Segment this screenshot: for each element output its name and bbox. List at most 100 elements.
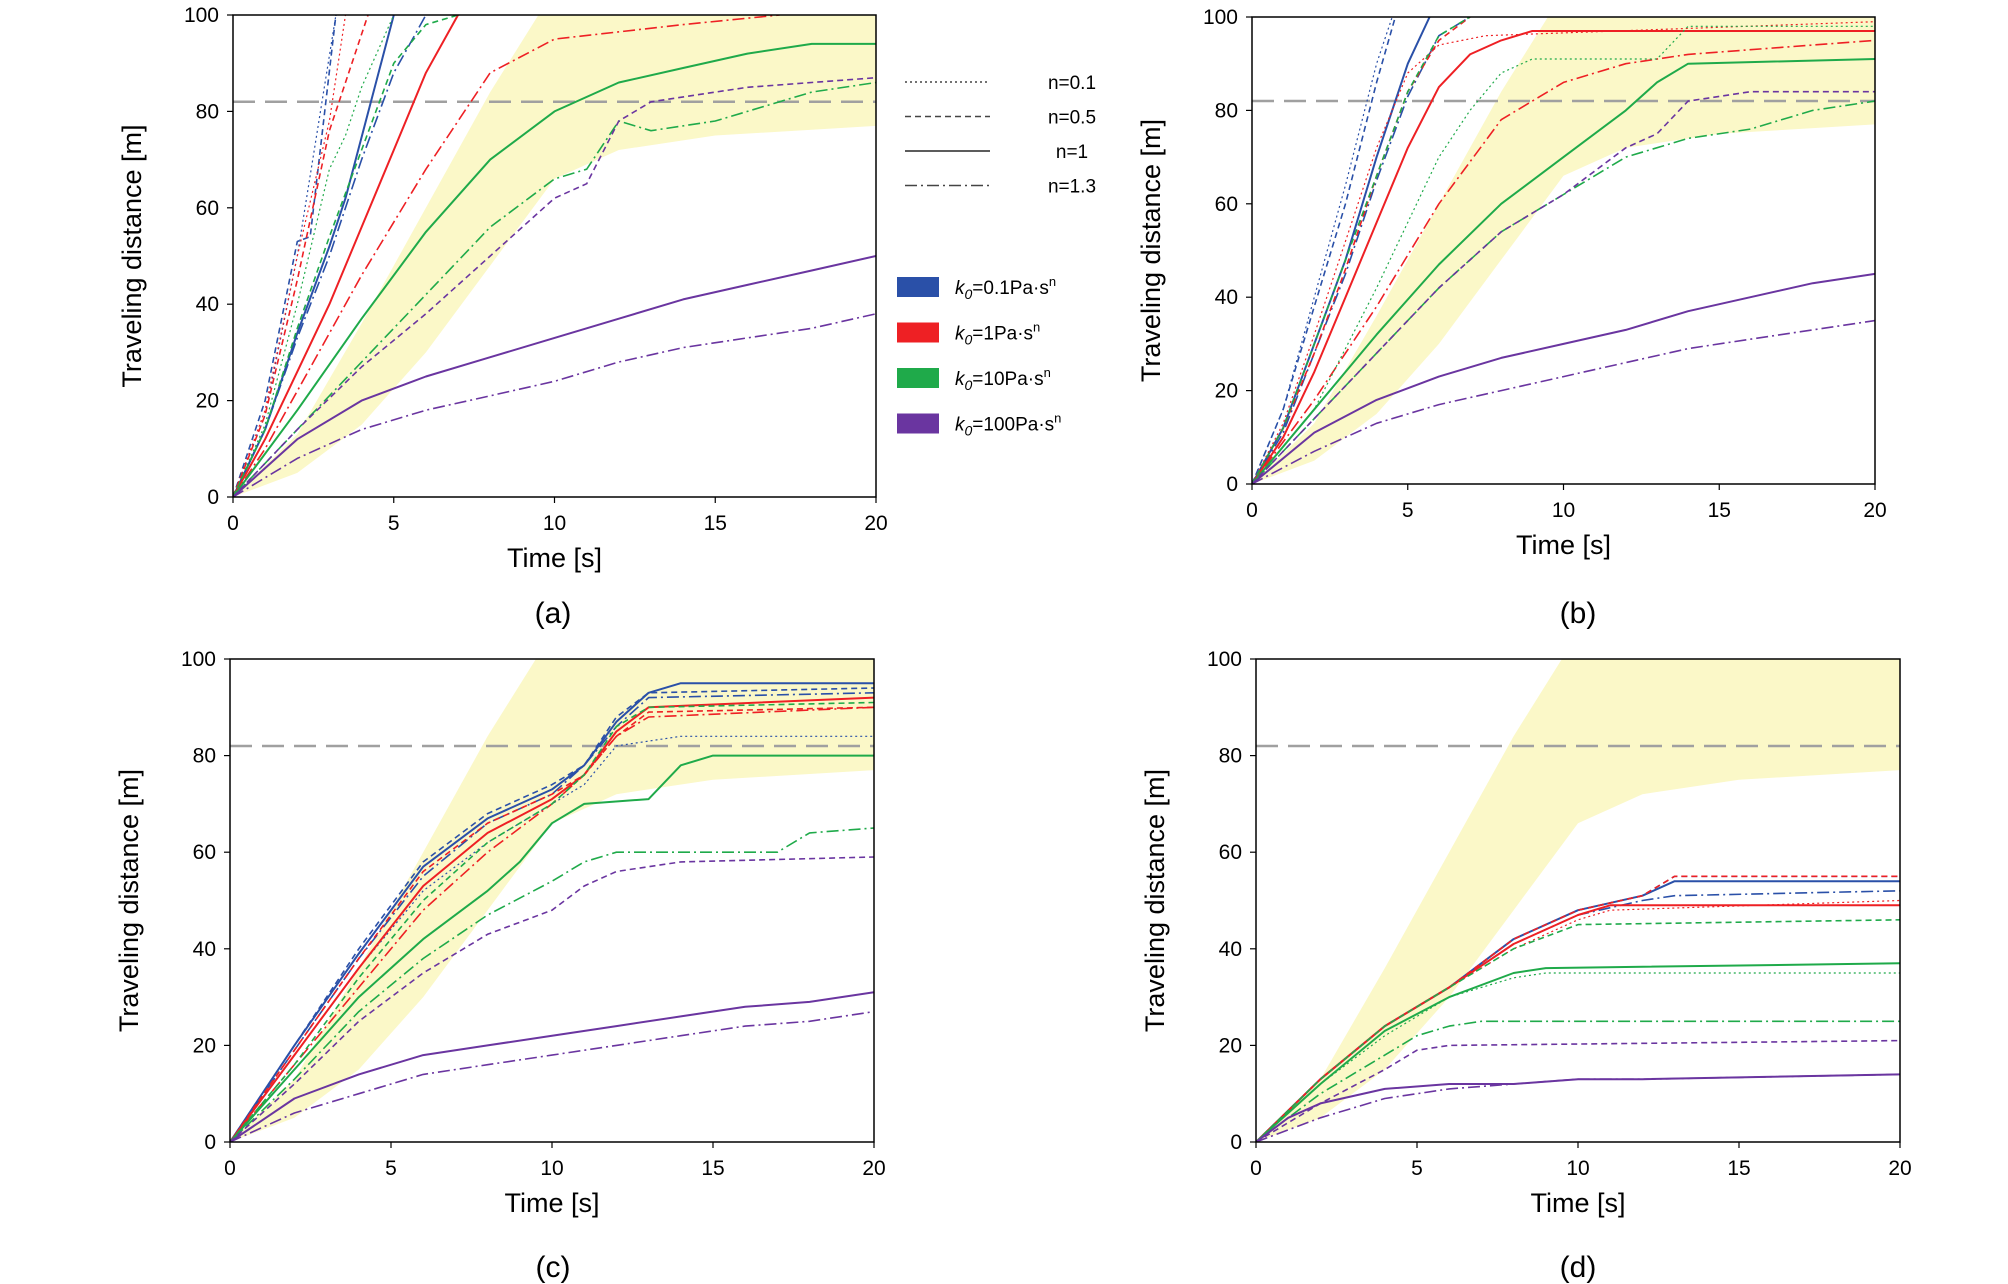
- y-tick-label: 20: [1215, 380, 1238, 403]
- x-tick-label: 10: [540, 1157, 563, 1180]
- legend-linestyle-label: n=1: [1056, 142, 1088, 163]
- y-tick-label: 20: [193, 1034, 216, 1057]
- legend-color-label: k0=100Pa·sn: [955, 411, 1061, 439]
- series-line-k0_1-n0_5: [233, 15, 369, 497]
- series-line-k0_0_1-n0_5: [233, 15, 337, 497]
- x-tick-label: 15: [1727, 1157, 1750, 1180]
- series-line-k0_10-n1_3: [1256, 1020, 1900, 1142]
- series-line-k0_10-n1_3: [1252, 100, 1875, 484]
- observed-range-band: [1256, 659, 1900, 1142]
- x-tick-label: 15: [704, 512, 727, 535]
- series-line-k0_100-n1: [1252, 272, 1875, 484]
- panel-label: (b): [1560, 597, 1597, 630]
- series-line-k0_100-n1_3: [233, 313, 876, 497]
- legend: n=0.1 n=0.5 n=1 n=1.3 k0=0.1Pa·sn k0=1Pa·sn k0…: [897, 73, 1096, 439]
- x-tick-label: 5: [1411, 1157, 1423, 1180]
- series-line-k0_0_1-n0_5: [1252, 17, 1397, 484]
- series-line-k0_0_1-n0_5: [230, 687, 874, 1142]
- series-line-k0_0_1-n1: [1256, 880, 1900, 1142]
- y-tick-label: 80: [1219, 745, 1242, 768]
- y-tick-label: 80: [193, 745, 216, 768]
- series-line-k0_10-n1: [230, 754, 874, 1142]
- chart-panel-a: 0 5 10 15 20 0 20 40 60 80 100 Time [s] Traveling di…: [117, 4, 888, 630]
- y-tick-label: 0: [1226, 473, 1238, 496]
- x-axis-label: Time [s]: [507, 543, 602, 573]
- legend-linestyle-label: n=0.1: [1048, 73, 1096, 94]
- y-tick-label: 20: [196, 390, 219, 413]
- x-tick-label: 0: [224, 1157, 236, 1180]
- x-tick-label: 10: [1552, 499, 1575, 522]
- series-line-k0_100-n1: [230, 991, 874, 1142]
- y-axis-label: Traveling distance [m]: [1140, 769, 1170, 1032]
- y-tick-label: 60: [193, 841, 216, 864]
- x-tick-label: 15: [701, 1157, 724, 1180]
- legend-color-label: k0=10Pa·sn: [955, 365, 1051, 393]
- x-axis-label: Time [s]: [1516, 530, 1611, 560]
- series-line-k0_1-n1: [1256, 904, 1900, 1142]
- legend-color-swatch: [897, 413, 939, 434]
- y-tick-label: 0: [207, 486, 219, 509]
- series-line-k0_100-n1: [233, 255, 876, 497]
- observed-range-band: [230, 659, 874, 1142]
- x-tick-label: 5: [385, 1157, 397, 1180]
- y-tick-label: 80: [1215, 99, 1238, 122]
- x-tick-label: 0: [1246, 499, 1258, 522]
- legend-color-swatch: [897, 322, 939, 343]
- x-tick-label: 0: [227, 512, 239, 535]
- series-line-k0_100-n0_5: [1252, 90, 1875, 484]
- series-line-k0_0_1-n1: [230, 682, 874, 1142]
- y-tick-label: 20: [1219, 1034, 1242, 1057]
- observed-range-band: [233, 15, 876, 497]
- x-tick-label: 5: [388, 512, 400, 535]
- y-tick-label: 40: [193, 938, 216, 961]
- y-tick-label: 100: [1203, 6, 1238, 29]
- series-line-k0_10-n0_5: [230, 701, 874, 1142]
- y-tick-label: 100: [184, 4, 219, 27]
- series-line-k0_100-n0_5: [1256, 1039, 1900, 1142]
- panel-label: (d): [1560, 1251, 1597, 1284]
- series-line-k0_1-n1_3: [230, 706, 874, 1142]
- x-tick-label: 20: [862, 1157, 885, 1180]
- chart-panel-d: 0 5 10 15 20 0 20 40 60 80 100 Time [s] Traveling di…: [1140, 648, 1912, 1284]
- y-tick-label: 100: [1207, 648, 1242, 671]
- legend-color-swatch: [897, 368, 939, 388]
- series-line-k0_0_1-n1_3: [1256, 890, 1900, 1142]
- x-tick-label: 10: [543, 512, 566, 535]
- series-line-k0_10-n0_1: [1256, 972, 1900, 1142]
- legend-color-swatch: [897, 277, 939, 297]
- y-tick-label: 40: [196, 293, 219, 316]
- series-line-k0_1-n1: [233, 15, 459, 497]
- y-tick-label: 60: [196, 197, 219, 220]
- y-axis-label: Traveling distance [m]: [114, 769, 144, 1032]
- series-line-k0_100-n1_3: [1256, 1073, 1900, 1142]
- series-line-k0_100-n1: [1256, 1073, 1900, 1142]
- legend-color-label: k0=0.1Pa·sn: [955, 274, 1056, 302]
- series-line-k0_10-n0_1: [1252, 25, 1875, 484]
- y-tick-label: 0: [204, 1131, 216, 1154]
- series-line-k0_10-n0_1: [233, 15, 395, 497]
- panel-label: (a): [535, 597, 572, 630]
- legend-linestyle-label: n=0.5: [1048, 108, 1096, 129]
- y-axis-label: Traveling distance [m]: [117, 124, 147, 387]
- series-line-k0_100-n0_5: [233, 76, 876, 497]
- x-axis-label: Time [s]: [1530, 1188, 1625, 1218]
- y-tick-label: 0: [1230, 1131, 1242, 1154]
- series-line-k0_100-n0_5: [230, 856, 874, 1142]
- series-line-k0_10-n1_3: [233, 81, 876, 497]
- series-line-k0_100-n1_3: [230, 1010, 874, 1142]
- series-line-k0_0_1-n1_3: [230, 692, 874, 1142]
- y-tick-label: 60: [1215, 193, 1238, 216]
- x-tick-label: 0: [1250, 1157, 1262, 1180]
- series-line-k0_1-n0_1: [1256, 899, 1900, 1142]
- series-line-k0_10-n0_5: [1256, 919, 1900, 1142]
- y-tick-label: 60: [1219, 841, 1242, 864]
- series-line-k0_1-n0_1: [233, 15, 347, 497]
- chart-panel-b: 0 5 10 15 20 0 20 40 60 80 100 Time [s] Traveling di…: [1136, 6, 1887, 630]
- y-axis-label: Traveling distance [m]: [1136, 119, 1166, 382]
- x-tick-label: 20: [864, 512, 887, 535]
- x-tick-label: 5: [1402, 499, 1414, 522]
- y-tick-label: 80: [196, 100, 219, 123]
- panel-label: (c): [536, 1251, 571, 1284]
